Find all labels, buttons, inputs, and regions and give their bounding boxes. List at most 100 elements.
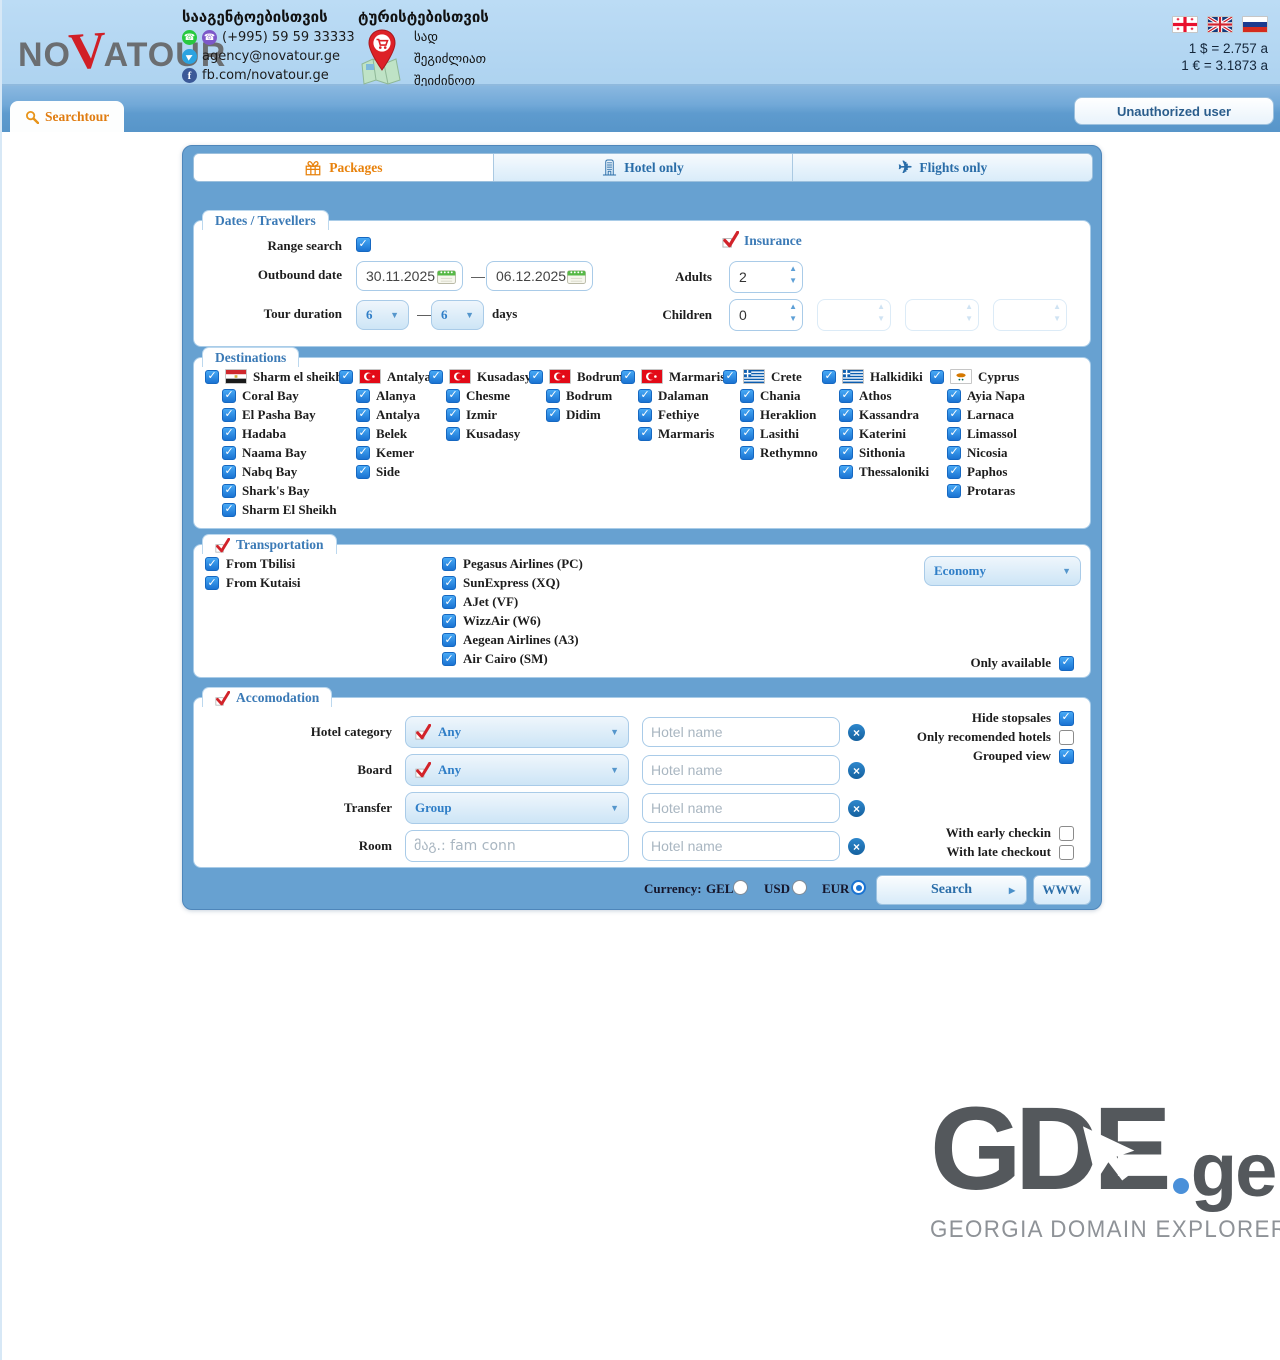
early-checkin-checkbox[interactable] bbox=[1059, 825, 1074, 841]
checkbox[interactable] bbox=[740, 445, 754, 460]
only-available-checkbox[interactable] bbox=[1059, 655, 1074, 671]
checkbox[interactable] bbox=[222, 426, 236, 441]
clear-icon[interactable]: × bbox=[848, 838, 865, 855]
insurance-check-icon[interactable] bbox=[722, 231, 739, 248]
checkbox[interactable] bbox=[222, 407, 236, 422]
checkbox[interactable] bbox=[356, 407, 370, 422]
checkbox[interactable] bbox=[839, 445, 853, 460]
tab-packages[interactable]: Packages bbox=[194, 154, 493, 181]
checkbox[interactable] bbox=[740, 407, 754, 422]
facebook-text[interactable]: fb.com/novatour.ge bbox=[202, 68, 329, 83]
checkbox[interactable] bbox=[442, 557, 456, 571]
hide-stopsales-checkbox[interactable] bbox=[1059, 710, 1074, 726]
calendar-icon[interactable] bbox=[437, 268, 456, 284]
tab-flights-only[interactable]: ✈ Flights only bbox=[792, 154, 1092, 181]
checkbox[interactable] bbox=[839, 426, 853, 441]
only-recomended-row: Only recomended hotels bbox=[917, 729, 1074, 745]
checkbox[interactable] bbox=[356, 388, 370, 403]
hotel-name-input-2[interactable] bbox=[642, 755, 840, 785]
checkbox[interactable] bbox=[546, 388, 560, 403]
checkbox[interactable] bbox=[205, 369, 219, 384]
hotel-name-input-4[interactable] bbox=[642, 831, 840, 861]
adults-stepper[interactable]: 2 ▲ ▼ bbox=[729, 261, 803, 293]
checkbox[interactable] bbox=[947, 426, 961, 441]
checkbox[interactable] bbox=[442, 614, 456, 628]
checkbox[interactable] bbox=[442, 576, 456, 590]
checkbox[interactable] bbox=[638, 407, 652, 422]
clear-icon[interactable]: × bbox=[848, 800, 865, 817]
checkbox[interactable] bbox=[638, 426, 652, 441]
hotel-name-input-3[interactable] bbox=[642, 793, 840, 823]
checkbox[interactable] bbox=[356, 464, 370, 479]
email-text[interactable]: agency@novatour.ge bbox=[202, 49, 340, 64]
checkbox[interactable] bbox=[839, 464, 853, 479]
up-arrow-icon[interactable]: ▲ bbox=[789, 302, 797, 311]
checkbox[interactable] bbox=[205, 557, 219, 571]
checkbox[interactable] bbox=[930, 369, 944, 384]
checkbox[interactable] bbox=[205, 576, 219, 590]
down-arrow-icon[interactable]: ▼ bbox=[789, 314, 797, 323]
checkbox[interactable] bbox=[222, 464, 236, 479]
date-from-input[interactable]: 30.11.2025 bbox=[356, 261, 463, 291]
checkbox[interactable] bbox=[222, 445, 236, 460]
transfer-select[interactable]: Group ▼ bbox=[405, 792, 629, 824]
unauthorized-user-button[interactable]: Unauthorized user bbox=[1074, 97, 1274, 125]
checkbox[interactable] bbox=[429, 369, 443, 384]
room-input[interactable] bbox=[405, 830, 629, 862]
up-arrow-icon[interactable]: ▲ bbox=[789, 264, 797, 273]
usd-radio[interactable] bbox=[792, 880, 807, 895]
only-recomended-checkbox[interactable] bbox=[1059, 729, 1074, 745]
search-button[interactable]: Search ▸ bbox=[876, 875, 1027, 905]
hotel-name-input-1[interactable] bbox=[642, 717, 840, 747]
checkbox[interactable] bbox=[621, 369, 635, 384]
checkbox[interactable] bbox=[839, 388, 853, 403]
checkbox[interactable] bbox=[839, 407, 853, 422]
grouped-view-checkbox[interactable] bbox=[1059, 748, 1074, 764]
checkbox[interactable] bbox=[356, 445, 370, 460]
checkbox[interactable] bbox=[222, 388, 236, 403]
tab-hotel-only[interactable]: Hotel only bbox=[492, 154, 793, 181]
checkbox[interactable] bbox=[529, 369, 543, 384]
flag-russia-icon[interactable] bbox=[1242, 16, 1268, 33]
duration-from-select[interactable]: 6 ▼ bbox=[356, 300, 409, 330]
checkbox[interactable] bbox=[442, 652, 456, 666]
checkbox[interactable] bbox=[222, 502, 236, 517]
checkbox[interactable] bbox=[740, 388, 754, 403]
www-button[interactable]: WWW bbox=[1033, 875, 1091, 905]
duration-to-select[interactable]: 6 ▼ bbox=[431, 300, 484, 330]
checkbox[interactable] bbox=[442, 595, 456, 609]
checkbox[interactable] bbox=[638, 388, 652, 403]
checkbox[interactable] bbox=[546, 407, 560, 422]
range-search-checkbox[interactable] bbox=[356, 237, 371, 252]
late-checkout-checkbox[interactable] bbox=[1059, 844, 1074, 860]
flag-georgia-icon[interactable] bbox=[1172, 16, 1198, 33]
checkbox[interactable] bbox=[947, 407, 961, 422]
checkbox[interactable] bbox=[723, 369, 737, 384]
checkbox[interactable] bbox=[222, 483, 236, 498]
checkbox[interactable] bbox=[446, 426, 460, 441]
flag-uk-icon[interactable] bbox=[1207, 16, 1233, 33]
checkbox[interactable] bbox=[947, 445, 961, 460]
tab-searchtour[interactable]: Searchtour bbox=[10, 101, 125, 132]
hotel-category-select[interactable]: Any ▼ bbox=[405, 716, 629, 748]
board-select[interactable]: Any ▼ bbox=[405, 754, 629, 786]
date-to-input[interactable]: 06.12.2025 bbox=[486, 261, 593, 291]
children-stepper[interactable]: 0 ▲ ▼ bbox=[729, 299, 803, 331]
checkbox[interactable] bbox=[339, 369, 353, 384]
down-arrow-icon[interactable]: ▼ bbox=[789, 276, 797, 285]
checkbox[interactable] bbox=[947, 464, 961, 479]
clear-icon[interactable]: × bbox=[848, 762, 865, 779]
checkbox[interactable] bbox=[442, 633, 456, 647]
calendar-icon[interactable] bbox=[567, 268, 586, 284]
checkbox[interactable] bbox=[947, 388, 961, 403]
gel-radio[interactable] bbox=[733, 880, 748, 895]
clear-icon[interactable]: × bbox=[848, 724, 865, 741]
eur-radio[interactable] bbox=[851, 880, 866, 895]
checkbox[interactable] bbox=[356, 426, 370, 441]
checkbox[interactable] bbox=[446, 388, 460, 403]
checkbox[interactable] bbox=[947, 483, 961, 498]
checkbox[interactable] bbox=[446, 407, 460, 422]
checkbox[interactable] bbox=[822, 369, 836, 384]
checkbox[interactable] bbox=[740, 426, 754, 441]
cabin-class-select[interactable]: Economy ▼ bbox=[924, 556, 1081, 586]
